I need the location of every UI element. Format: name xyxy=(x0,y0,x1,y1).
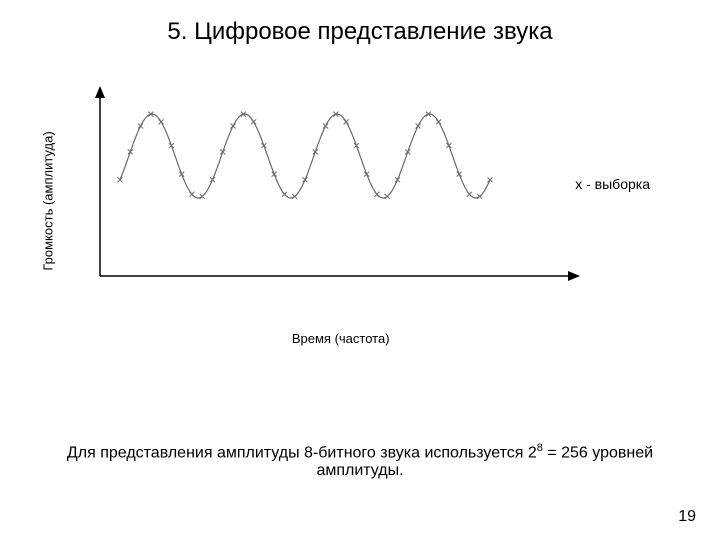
caption-pre: Для представления амплитуды 8-битного зв… xyxy=(67,444,537,461)
x-axis-label: Время (частота) xyxy=(292,331,390,346)
y-axis-label: Громкость (амплитуда) xyxy=(41,131,56,270)
chart-svg xyxy=(60,86,620,286)
caption-text: Для представления амплитуды 8-битного зв… xyxy=(0,442,720,480)
wave-chart: Громкость (амплитуда) Время (частота) x … xyxy=(60,86,680,316)
chart-legend: x - выборка xyxy=(575,176,650,192)
page-number: 19 xyxy=(678,508,696,526)
page-title: 5. Цифровое представление звука xyxy=(0,0,720,56)
